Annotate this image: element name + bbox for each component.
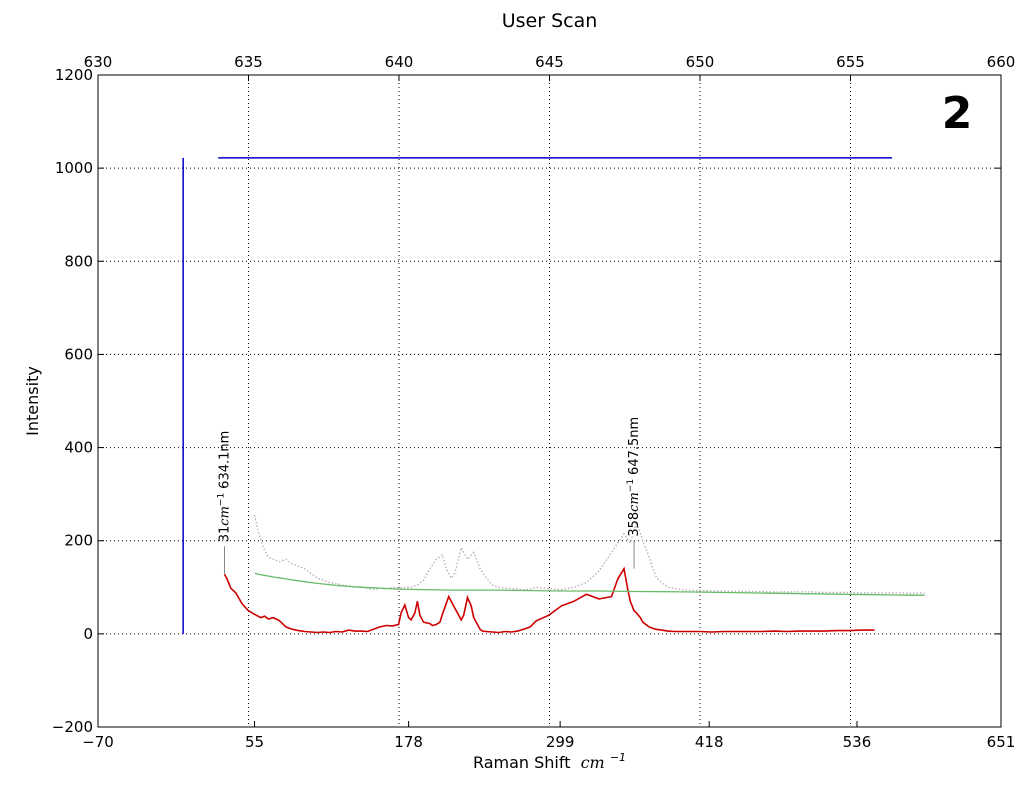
top-tick-label: 660: [987, 53, 1016, 71]
x-tick-label: −70: [82, 733, 114, 751]
y-tick-label: 1000: [55, 159, 93, 177]
peak-label: 31cm−1 634.1nm: [216, 431, 232, 543]
series-group: [223, 514, 925, 634]
x-axis-label-unit: cm: [581, 753, 605, 772]
y-tick-label: 600: [64, 345, 93, 363]
x-tick-label: 418: [695, 733, 724, 751]
y-tick-label: 400: [64, 439, 93, 457]
baseline-line: [254, 572, 925, 596]
marker-lines: [182, 157, 893, 634]
x-axis-label-exp: −1: [610, 751, 626, 764]
y-tick-label: 0: [83, 625, 93, 643]
peak-label-value: 358: [627, 512, 642, 537]
x-axis-label-text: Raman Shift: [473, 753, 571, 772]
top-tick-label: 635: [234, 53, 263, 71]
y-tick-label: −200: [52, 718, 93, 736]
peak-label-exp: −1: [216, 493, 226, 506]
raw-spectrum-line: [253, 514, 925, 594]
y-tick-label: 800: [64, 252, 93, 270]
x-tick-label: 178: [394, 733, 423, 751]
top-tick-label: 640: [385, 53, 414, 71]
x-tick-label: 536: [843, 733, 872, 751]
peak-label-value: 31: [217, 526, 232, 543]
peak-label-exp: −1: [626, 479, 636, 492]
figure-badge: 2: [942, 88, 973, 139]
top-tick-label: 630: [84, 53, 113, 71]
peak-label-unit: cm: [217, 506, 232, 526]
plot-frame: [97, 74, 1002, 728]
top-tick-label: 655: [836, 53, 865, 71]
x-tick-label: 651: [987, 733, 1016, 751]
left-axis: −200 0 200 400 600 800 1000 1200: [52, 66, 1001, 736]
peak-label-unit: cm: [627, 492, 642, 512]
top-tick-label: 650: [686, 53, 715, 71]
spectrum-line: [223, 566, 875, 634]
top-axis: 630 635 640 645 650 655 660: [84, 53, 1016, 81]
peak-label-nm: 634.1nm: [217, 431, 232, 489]
x-tick-label: 299: [546, 733, 575, 751]
y-tick-label: 1200: [55, 66, 93, 84]
x-tick-label: 55: [245, 733, 264, 751]
y-tick-label: 200: [64, 532, 93, 550]
peak-label-nm: 647.5nm: [627, 417, 642, 475]
grid-lines: [98, 75, 1001, 727]
bottom-axis: −70 55 178 299 418 536 651: [82, 721, 1015, 751]
x-axis-label: Raman Shift cm −1: [473, 751, 626, 772]
top-tick-label: 645: [535, 53, 564, 71]
chart-title: User Scan: [502, 10, 598, 32]
peak-label: 358cm−1 647.5nm: [626, 417, 642, 537]
y-axis-label: Intensity: [23, 366, 42, 436]
